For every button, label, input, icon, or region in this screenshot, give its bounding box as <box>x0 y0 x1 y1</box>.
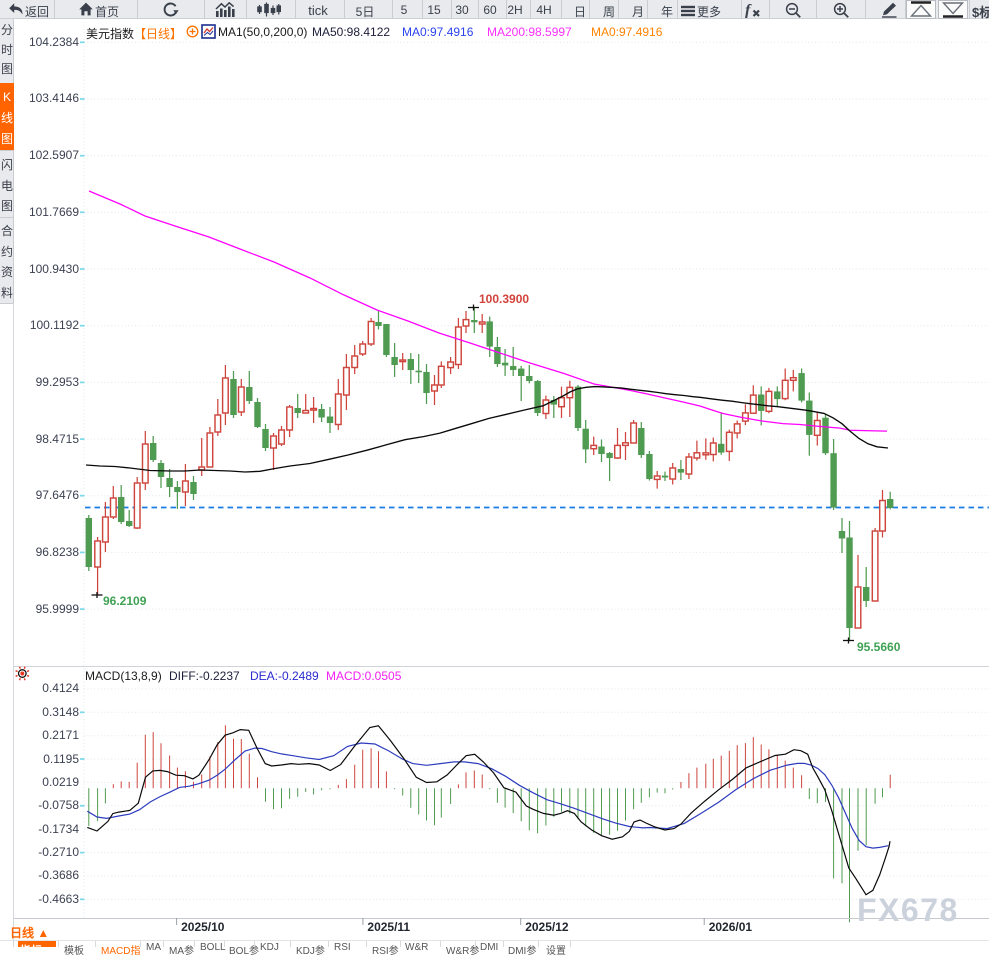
svg-text:f: f <box>745 2 752 18</box>
